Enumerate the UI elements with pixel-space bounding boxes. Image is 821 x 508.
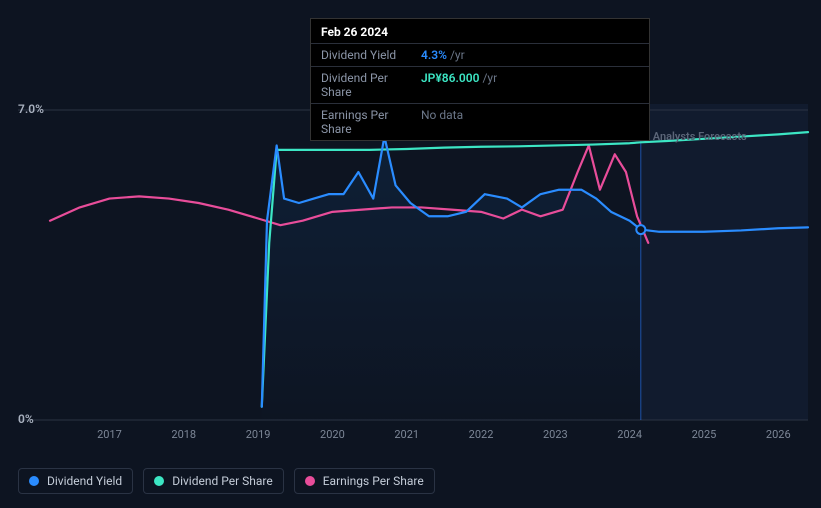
legend-dot-icon bbox=[154, 476, 164, 486]
legend-item-label: Earnings Per Share bbox=[323, 474, 424, 488]
x-tick-label: 2022 bbox=[469, 428, 494, 441]
x-tick-label: 2018 bbox=[171, 428, 196, 441]
x-tick-label: 2021 bbox=[394, 428, 419, 441]
legend-item-earnings-per-share[interactable]: Earnings Per Share bbox=[294, 468, 435, 494]
tooltip-row-label: Dividend Yield bbox=[311, 44, 421, 66]
tooltip-title: Feb 26 2024 bbox=[311, 19, 649, 43]
x-tick-label: 2026 bbox=[766, 428, 791, 441]
x-tick-label: 2023 bbox=[543, 428, 568, 441]
legend-dot-icon bbox=[29, 476, 39, 486]
y-tick-label: 7.0% bbox=[18, 102, 44, 116]
forecast-region bbox=[641, 104, 808, 420]
dividend-yield-marker bbox=[636, 225, 645, 234]
forecast-label: Analysts Forecasts bbox=[653, 130, 747, 143]
dividend-chart-container: { "chart": { "type": "line", "background… bbox=[0, 0, 821, 508]
y-tick-label: 0% bbox=[18, 412, 34, 426]
tooltip-row-value: No data bbox=[421, 104, 473, 140]
tooltip-row-value: JP¥86.000/yr bbox=[421, 67, 507, 103]
legend-item-label: Dividend Per Share bbox=[172, 474, 273, 488]
legend-dot-icon bbox=[305, 476, 315, 486]
x-tick-label: 2020 bbox=[320, 428, 345, 441]
tooltip-row: Dividend Yield4.3%/yr bbox=[311, 43, 649, 66]
legend-item-dividend-yield[interactable]: Dividend Yield bbox=[18, 468, 133, 494]
tooltip-row: Earnings Per ShareNo data bbox=[311, 103, 649, 140]
x-tick-label: 2017 bbox=[97, 428, 122, 441]
chart-legend: Dividend Yield Dividend Per Share Earnings… bbox=[18, 468, 435, 494]
tooltip-row: Dividend Per ShareJP¥86.000/yr bbox=[311, 66, 649, 103]
tooltip-row-label: Dividend Per Share bbox=[311, 67, 421, 103]
x-tick-label: 2024 bbox=[617, 428, 642, 441]
legend-item-dividend-per-share[interactable]: Dividend Per Share bbox=[143, 468, 284, 494]
tooltip-row-value: 4.3%/yr bbox=[421, 44, 475, 66]
tooltip-row-label: Earnings Per Share bbox=[311, 104, 421, 140]
x-tick-label: 2025 bbox=[692, 428, 717, 441]
chart-tooltip: Feb 26 2024 Dividend Yield4.3%/yrDividen… bbox=[310, 18, 650, 141]
legend-item-label: Dividend Yield bbox=[47, 474, 122, 488]
x-tick-label: 2019 bbox=[246, 428, 271, 441]
